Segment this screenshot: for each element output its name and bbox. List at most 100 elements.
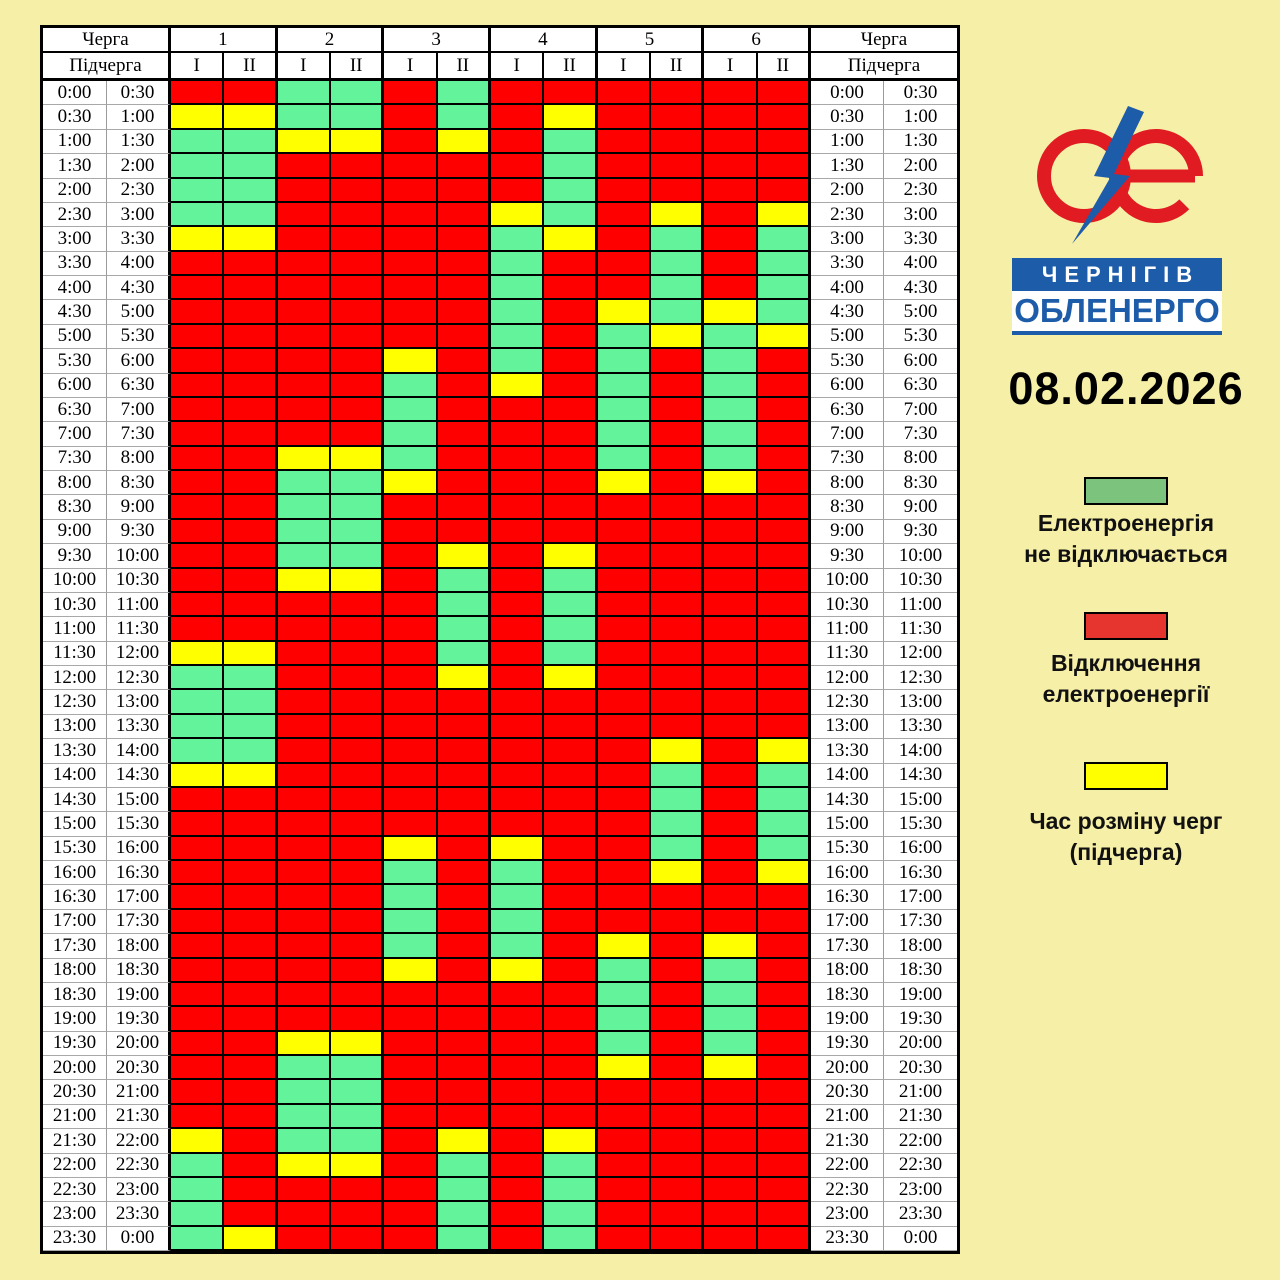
schedule-cell (171, 1031, 225, 1056)
time-end-left: 0:30 (107, 81, 171, 106)
time-end-right: 12:30 (883, 666, 957, 691)
schedule-cell (437, 1202, 491, 1227)
schedule-cell (490, 763, 545, 788)
time-start-left: 20:00 (43, 1056, 107, 1081)
queue-header-left: Черга (43, 28, 171, 53)
schedule-cell (704, 373, 758, 398)
logo-city-bar: ЧЕРНІГІВ (1012, 258, 1222, 291)
schedule-cell (757, 568, 811, 593)
schedule-cell (171, 446, 225, 471)
schedule-cell (757, 1104, 811, 1130)
schedule-cell (384, 934, 438, 959)
schedule-cell (277, 641, 331, 666)
schedule-cell (704, 251, 758, 276)
schedule-cell (330, 422, 385, 447)
schedule-cell (224, 227, 278, 252)
schedule-cell (330, 300, 385, 325)
schedule-cell (171, 495, 225, 520)
queue-number: 3 (384, 28, 491, 53)
time-end-right: 13:00 (883, 690, 957, 715)
time-end-left: 1:30 (107, 129, 171, 155)
schedule-cell (384, 1202, 438, 1227)
schedule-cell (277, 592, 331, 618)
time-end-left: 17:00 (107, 885, 171, 910)
schedule-cell (224, 397, 278, 423)
schedule-cell (384, 519, 438, 545)
schedule-cell (277, 617, 331, 642)
schedule-cell (650, 787, 705, 813)
schedule-cell (704, 666, 758, 691)
schedule-cell (544, 934, 598, 959)
time-start-left: 8:00 (43, 471, 107, 496)
time-end-right: 9:30 (883, 519, 957, 545)
schedule-cell (490, 178, 545, 203)
subqueue-label: II (650, 53, 705, 81)
schedule-cell (171, 202, 225, 228)
schedule-cell (650, 690, 705, 715)
schedule-cell (490, 1007, 545, 1032)
schedule-cell (224, 349, 278, 374)
schedule-cell (597, 1153, 651, 1178)
schedule-cell (437, 544, 491, 569)
schedule-cell (757, 714, 811, 740)
time-end-right: 14:00 (883, 739, 957, 764)
schedule-cell (277, 1177, 331, 1203)
schedule-cell (384, 154, 438, 179)
schedule-cell (650, 202, 705, 228)
schedule-cell (544, 592, 598, 618)
time-start-right: 8:00 (810, 471, 884, 496)
time-end-right: 16:00 (883, 836, 957, 861)
legend-text-line: Відключення (1050, 650, 1202, 676)
schedule-cell (384, 909, 438, 935)
schedule-cell (330, 251, 385, 276)
schedule-cell (384, 1031, 438, 1056)
schedule-cell (757, 763, 811, 788)
time-end-right: 5:00 (883, 300, 957, 325)
subqueue-header-right: Підчерга (810, 53, 957, 81)
schedule-cell (277, 1080, 331, 1105)
time-end-left: 11:30 (107, 617, 171, 642)
time-end-right: 20:30 (883, 1056, 957, 1081)
schedule-cell (277, 81, 331, 106)
schedule-cell (384, 690, 438, 715)
time-end-left: 12:30 (107, 666, 171, 691)
time-end-right: 16:30 (883, 861, 957, 886)
schedule-cell (437, 1153, 491, 1178)
time-end-left: 12:00 (107, 641, 171, 666)
time-end-right: 10:00 (883, 544, 957, 569)
schedule-cell (437, 154, 491, 179)
schedule-cell (490, 495, 545, 520)
schedule-cell (544, 276, 598, 301)
schedule-cell (704, 227, 758, 252)
time-start-left: 3:00 (43, 227, 107, 252)
time-end-left: 18:30 (107, 958, 171, 983)
schedule-cell (224, 739, 278, 764)
schedule-cell (330, 1153, 385, 1178)
time-start-right: 0:30 (810, 105, 884, 130)
lightning-bolt-icon (1072, 106, 1144, 244)
schedule-cell (544, 1104, 598, 1130)
schedule-cell (224, 324, 278, 350)
schedule-cell (384, 787, 438, 813)
schedule-cell (650, 885, 705, 910)
schedule-cell (224, 105, 278, 130)
time-start-right: 15:30 (810, 836, 884, 861)
schedule-cell (757, 617, 811, 642)
schedule-cell (171, 1202, 225, 1227)
schedule-cell (650, 836, 705, 861)
time-end-right: 21:00 (883, 1080, 957, 1105)
schedule-cell (544, 909, 598, 935)
schedule-cell (277, 227, 331, 252)
time-end-left: 4:00 (107, 251, 171, 276)
schedule-cell (544, 982, 598, 1008)
schedule-cell (171, 739, 225, 764)
time-start-left: 18:00 (43, 958, 107, 983)
schedule-cell (277, 300, 331, 325)
schedule-cell (490, 1129, 545, 1154)
time-end-left: 7:30 (107, 422, 171, 447)
time-start-left: 7:00 (43, 422, 107, 447)
schedule-cell (437, 1007, 491, 1032)
schedule-cell (171, 1007, 225, 1032)
time-end-right: 0:30 (883, 81, 957, 106)
schedule-cell (384, 812, 438, 837)
